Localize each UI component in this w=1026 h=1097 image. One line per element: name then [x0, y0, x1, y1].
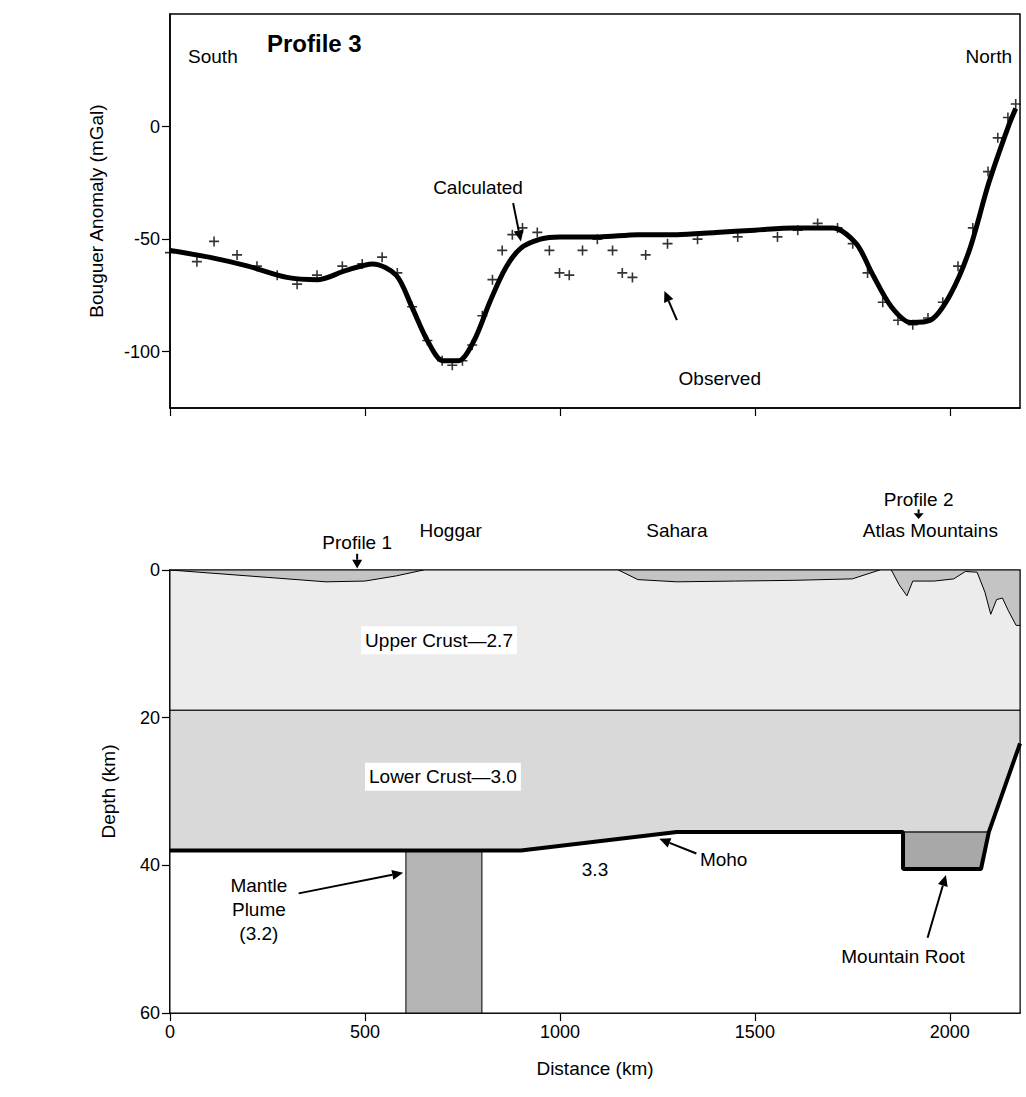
- svg-text:Mantle: Mantle: [230, 875, 287, 896]
- svg-text:Distance (km): Distance (km): [536, 1058, 653, 1079]
- svg-text:North: North: [966, 46, 1012, 67]
- svg-text:500: 500: [350, 1022, 380, 1042]
- svg-text:0: 0: [150, 560, 160, 580]
- svg-text:Calculated: Calculated: [433, 177, 523, 198]
- svg-text:0: 0: [165, 1022, 175, 1042]
- svg-text:Moho: Moho: [700, 849, 748, 870]
- svg-text:Profile 2: Profile 2: [884, 489, 954, 510]
- svg-text:20: 20: [140, 708, 160, 728]
- svg-text:Atlas Mountains: Atlas Mountains: [863, 520, 998, 541]
- svg-text:South: South: [188, 46, 238, 67]
- svg-text:1000: 1000: [540, 1022, 580, 1042]
- svg-text:3.3: 3.3: [582, 859, 608, 880]
- svg-text:-100: -100: [124, 342, 160, 362]
- svg-text:2000: 2000: [930, 1022, 970, 1042]
- svg-text:Depth (km): Depth (km): [98, 745, 119, 839]
- svg-text:40: 40: [140, 855, 160, 875]
- svg-text:Sahara: Sahara: [646, 520, 708, 541]
- svg-text:Lower Crust—3.0: Lower Crust—3.0: [369, 766, 517, 787]
- svg-text:Hoggar: Hoggar: [420, 520, 483, 541]
- svg-text:1500: 1500: [735, 1022, 775, 1042]
- svg-text:Bouguer Anomaly (mGal): Bouguer Anomaly (mGal): [86, 104, 107, 317]
- svg-text:0: 0: [150, 117, 160, 137]
- svg-text:Profile 3: Profile 3: [267, 30, 362, 57]
- svg-text:60: 60: [140, 1003, 160, 1023]
- svg-text:Observed: Observed: [679, 368, 761, 389]
- svg-text:(3.2): (3.2): [239, 923, 278, 944]
- svg-text:-50: -50: [134, 229, 160, 249]
- svg-text:Profile 1: Profile 1: [322, 532, 392, 553]
- svg-text:Mountain Root: Mountain Root: [841, 946, 965, 967]
- svg-text:Plume: Plume: [232, 899, 286, 920]
- svg-text:Upper Crust—2.7: Upper Crust—2.7: [365, 630, 513, 651]
